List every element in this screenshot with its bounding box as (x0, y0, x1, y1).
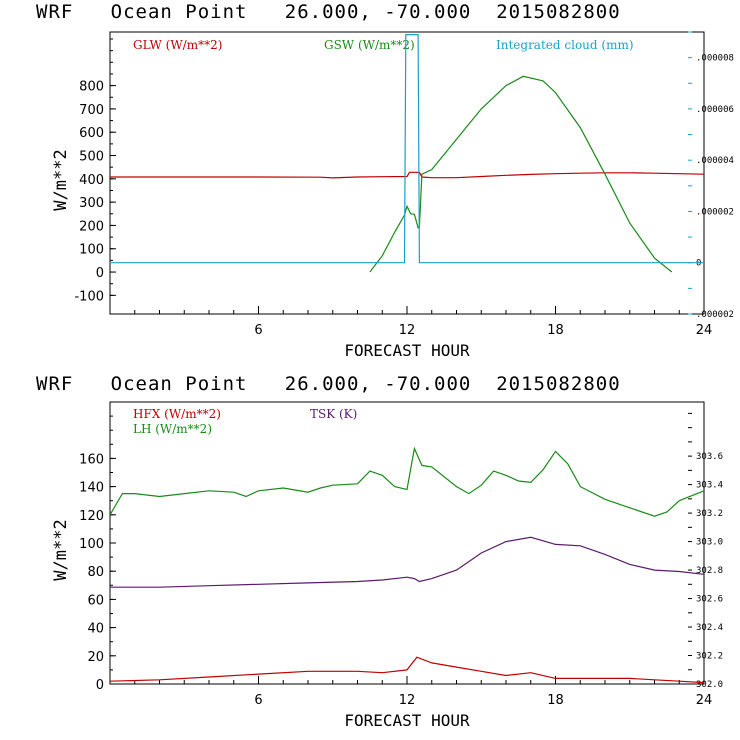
radiation-chart-ylabel: W/m**2 (51, 149, 71, 210)
legend-tsk: TSK (K) (310, 407, 357, 421)
x-tick-label: 24 (696, 693, 713, 708)
x-tick-label: 24 (696, 323, 713, 338)
right-tick-label: 302.0 (696, 680, 723, 690)
left-tick-label: -100 (74, 289, 104, 304)
right-tick-label: 303.0 (696, 538, 723, 548)
flux-left-axis: 0 20 40 60 80 100 120 140 160 (79, 401, 116, 693)
left-tick-label: 100 (79, 537, 104, 552)
x-tick-label: 6 (254, 323, 262, 338)
right-tick-label: .000008 (696, 54, 734, 64)
left-tick-label: 160 (79, 452, 104, 467)
flux-series (109, 446, 705, 684)
legend-lh: LH (W/m**2) (133, 422, 212, 436)
radiation-right-axis: .000008 .000006 .000004 .000002 0 .000002 (688, 31, 734, 320)
series-line-integrated (110, 33, 704, 264)
x-tick-label: 18 (547, 693, 564, 708)
x-tick-label: 12 (399, 693, 416, 708)
left-tick-label: 140 (79, 481, 104, 496)
left-tick-label: 500 (79, 150, 104, 165)
legend-gsw: GSW (W/m**2) (324, 38, 415, 52)
left-tick-label: 120 (79, 509, 104, 524)
series-line-tsk (110, 536, 705, 588)
radiation-chart-title: WRF Ocean Point 26.000, -70.000 20150828… (36, 1, 621, 23)
left-tick-label: 200 (79, 219, 104, 234)
legend-hfx: HFX (W/m**2) (133, 407, 221, 421)
left-tick-label: 800 (79, 80, 104, 95)
right-tick-label: 0 (696, 259, 701, 269)
series-line-glw (110, 171, 705, 179)
radiation-series (110, 33, 705, 273)
legend-integrated-cloud: Integrated cloud (mm) (496, 38, 634, 52)
right-tick-label: 303.2 (696, 509, 723, 519)
left-tick-label: 600 (79, 126, 104, 141)
series-line-gsw (369, 75, 673, 273)
left-tick-label: 300 (79, 196, 104, 211)
right-tick-label: 302.6 (696, 595, 723, 605)
series-line-hfx (109, 656, 705, 684)
series-line-lh (109, 446, 705, 517)
radiation-chart-xlabel: FORECAST HOUR (344, 341, 470, 360)
flux-chart-frame (109, 401, 705, 685)
right-tick-label: .000002 (696, 310, 734, 320)
left-tick-label: 400 (79, 173, 104, 188)
legend-glw: GLW (W/m**2) (133, 38, 222, 52)
right-tick-label: .000006 (696, 105, 734, 115)
left-tick-label: 80 (87, 565, 104, 580)
flux-chart: WRF Ocean Point 26.000, -70.000 20150828… (36, 373, 723, 730)
left-tick-label: 40 (87, 622, 104, 637)
x-tick-label: 18 (547, 323, 564, 338)
flux-chart-xlabel: FORECAST HOUR (344, 711, 470, 730)
right-tick-label: 302.2 (696, 652, 723, 662)
flux-right-axis: 303.6 303.4 303.2 303.0 302.8 302.6 302.4 302.2… (688, 412, 723, 690)
radiation-left-axis: -100 0 100 200 300 400 500 600 700 800 (74, 38, 116, 304)
right-tick-label: 303.6 (696, 452, 723, 462)
x-tick-label: 12 (399, 323, 416, 338)
radiation-x-axis: 6 12 18 24 (134, 306, 713, 338)
flux-x-axis: 6 12 18 24 (134, 676, 713, 708)
flux-chart-ylabel: W/m**2 (51, 519, 71, 580)
left-tick-label: 60 (87, 593, 104, 608)
right-tick-label: .000002 (696, 207, 734, 217)
left-tick-label: 700 (79, 103, 104, 118)
radiation-chart: WRF Ocean Point 26.000, -70.000 20150828… (36, 1, 734, 360)
x-tick-label: 6 (254, 693, 262, 708)
right-tick-label: 302.8 (696, 566, 723, 576)
flux-chart-title: WRF Ocean Point 26.000, -70.000 20150828… (36, 373, 621, 395)
left-tick-label: 100 (79, 243, 104, 258)
left-tick-label: 0 (96, 266, 104, 281)
right-tick-label: 302.4 (696, 623, 723, 633)
right-tick-label: 303.4 (696, 481, 723, 491)
right-tick-label: .000004 (696, 156, 734, 166)
left-tick-label: 0 (96, 678, 104, 693)
left-tick-label: 20 (87, 650, 104, 665)
